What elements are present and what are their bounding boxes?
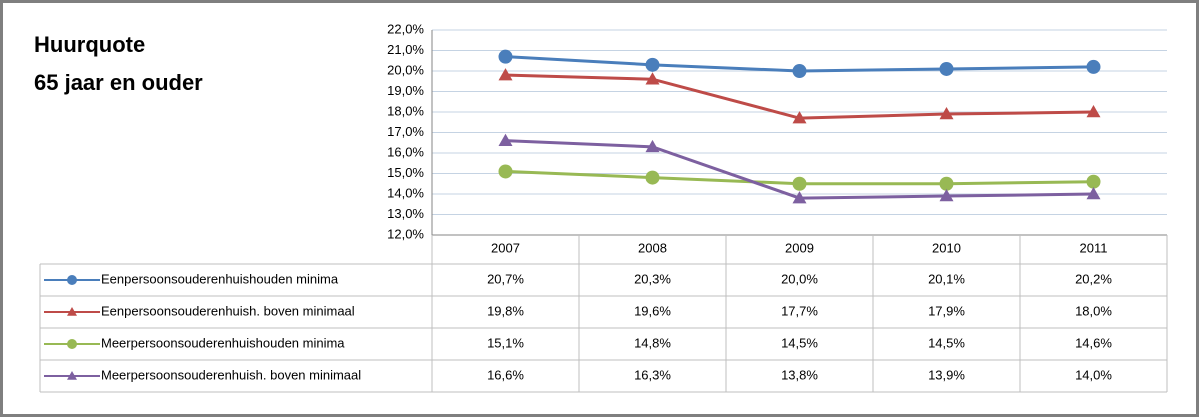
x-tick-label: 2009 <box>785 240 814 255</box>
x-tick-label: 2007 <box>491 240 520 255</box>
y-tick-label: 22,0% <box>387 21 424 36</box>
y-tick-label: 18,0% <box>387 103 424 118</box>
data-point <box>792 64 807 78</box>
legend-label: Eenpersoonsouderenhuish. boven minimaal <box>101 303 355 318</box>
table-value: 20,7% <box>487 271 524 286</box>
legend-label: Meerpersoonsouderenhuishouden minima <box>101 335 345 350</box>
data-point <box>939 189 954 202</box>
legend-marker <box>67 307 77 316</box>
data-point <box>498 164 513 179</box>
table-value: 17,9% <box>928 303 965 318</box>
data-point <box>498 68 513 81</box>
y-tick-label: 21,0% <box>387 42 424 57</box>
y-tick-label: 16,0% <box>387 144 424 159</box>
data-point <box>1086 187 1101 200</box>
data-point <box>939 61 954 76</box>
data-point <box>939 176 954 191</box>
table-value: 14,8% <box>634 335 671 350</box>
table-value: 16,6% <box>487 367 524 382</box>
legend-marker <box>67 275 77 285</box>
table-value: 20,0% <box>781 271 818 286</box>
table-value: 14,0% <box>1075 367 1112 382</box>
y-tick-label: 17,0% <box>387 124 424 139</box>
legend-marker <box>67 371 77 380</box>
data-point <box>645 57 660 72</box>
data-point <box>1086 174 1101 189</box>
table-value: 20,2% <box>1075 271 1112 286</box>
chart-subtitle: 65 jaar en ouder <box>34 70 203 95</box>
data-point <box>498 133 513 146</box>
data-point <box>792 191 807 204</box>
legend-label: Meerpersoonsouderenhuish. boven minimaal <box>101 367 361 382</box>
y-tick-label: 14,0% <box>387 185 424 200</box>
data-point <box>792 111 807 124</box>
y-tick-label: 20,0% <box>387 62 424 77</box>
table-value: 19,8% <box>487 303 524 318</box>
x-tick-label: 2011 <box>1080 240 1108 255</box>
legend-marker <box>67 339 77 349</box>
data-point <box>645 72 660 85</box>
data-point <box>645 139 660 153</box>
data-point <box>1086 59 1101 74</box>
table-value: 17,7% <box>781 303 818 318</box>
x-tick-label: 2010 <box>932 240 961 255</box>
data-point <box>498 49 513 64</box>
table-value: 18,0% <box>1075 303 1112 318</box>
table-value: 19,6% <box>634 303 671 318</box>
y-tick-label: 12,0% <box>387 226 424 241</box>
table-value: 14,6% <box>1075 335 1112 350</box>
table-value: 16,3% <box>634 367 671 382</box>
data-point <box>792 176 807 191</box>
y-tick-label: 15,0% <box>387 165 424 180</box>
table-value: 14,5% <box>781 335 818 350</box>
table-value: 14,5% <box>928 335 965 350</box>
x-tick-label: 2008 <box>638 240 667 255</box>
table-value: 20,1% <box>928 271 965 286</box>
data-point <box>1086 105 1101 118</box>
data-point <box>645 170 660 185</box>
y-tick-label: 19,0% <box>387 83 424 98</box>
table-value: 15,1% <box>487 335 524 350</box>
table-value: 13,9% <box>928 367 965 382</box>
legend-label: Eenpersoonsouderenhuishouden minima <box>101 271 339 286</box>
y-tick-label: 13,0% <box>387 206 424 221</box>
table-value: 13,8% <box>781 367 818 382</box>
table-value: 20,3% <box>634 271 671 286</box>
data-point <box>939 107 954 120</box>
chart-title: Huurquote <box>34 32 145 57</box>
